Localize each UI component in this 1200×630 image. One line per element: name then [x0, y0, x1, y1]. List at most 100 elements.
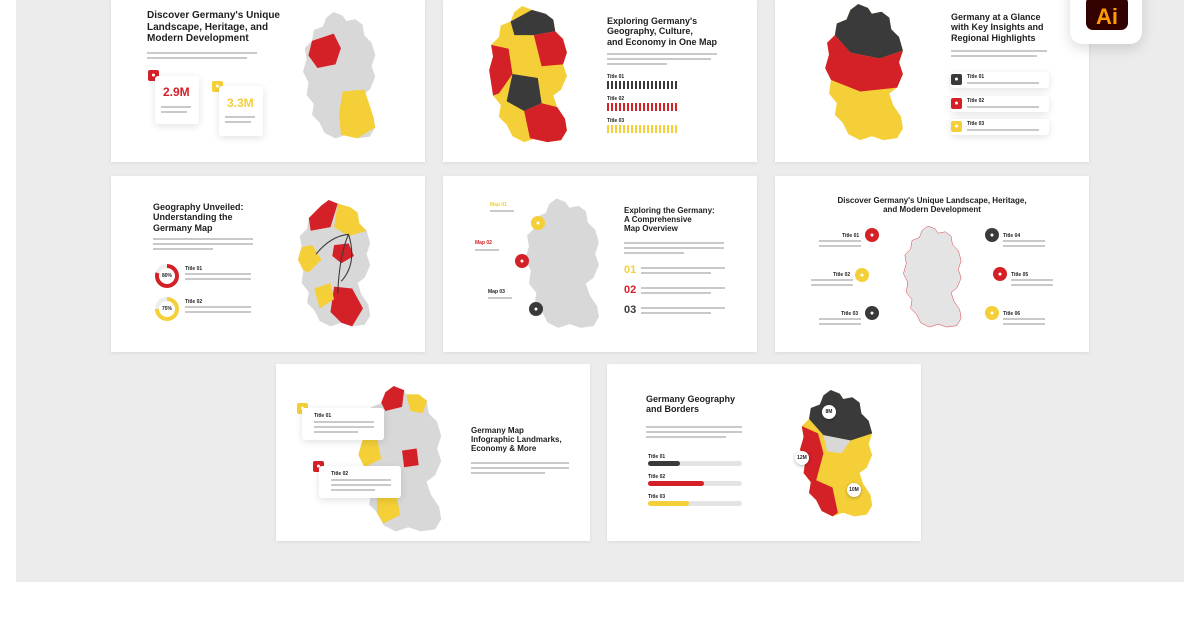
slide-title-line: Infographic Landmarks, [471, 435, 562, 445]
stat-card: 2.9M [155, 76, 199, 124]
progress-ticks [607, 125, 679, 133]
slide-title-line: Exploring the Germany: [624, 206, 715, 215]
item-title: Title 03 [841, 311, 859, 317]
value-pin: 10M [847, 483, 861, 497]
germany-map [524, 198, 600, 329]
slide-title-line: Germany Geography [646, 394, 736, 404]
item-title: Title 03 [967, 121, 985, 127]
slide-title-line: Map Overview [624, 224, 678, 234]
progress-track [648, 481, 742, 486]
percent-ring: 80% [155, 264, 179, 288]
slide-title-line: Modern Development [147, 33, 249, 44]
slide-title-line: Regional Highlights [951, 32, 1036, 43]
slide-title-line: Germany Map [153, 222, 213, 233]
slide-title-line: Understanding the [153, 212, 233, 223]
slide-5[interactable]: Map 01 Map 02 Map 03 ● ● ● Exploring the… [443, 176, 757, 352]
info-row: ● Title 01 [951, 72, 1049, 88]
search-icon: ● [985, 228, 999, 242]
item-title: Title 01 [648, 454, 666, 460]
percent-value: 75% [159, 301, 175, 317]
step-number: 02 [624, 284, 637, 296]
item-title: Title 02 [967, 98, 985, 104]
map-pin-icon: ● [531, 216, 545, 230]
item-title: Title 04 [1003, 233, 1021, 239]
progress-ticks [607, 81, 679, 89]
lock-icon: ● [865, 306, 879, 320]
germany-map [825, 4, 903, 141]
step-number: 03 [624, 304, 637, 316]
illustrator-icon: Ai [1086, 0, 1128, 30]
illustrator-badge: Ai [1070, 0, 1142, 44]
stat-card: 3.3M [219, 86, 263, 136]
stat-value: 3.3M [227, 96, 254, 110]
info-row: ● Title 03 [951, 119, 1049, 135]
slide-title-line: Germany Map [471, 426, 524, 435]
body-text [147, 52, 257, 54]
slide-title-line: Geography, Culture, [607, 26, 693, 37]
germany-map [489, 6, 567, 143]
item-title: Title 02 [607, 96, 625, 102]
slide-2[interactable]: Exploring Germany's Geography, Culture, … [443, 0, 757, 162]
share-icon: ● [993, 267, 1007, 281]
info-card: Title 02 [319, 466, 401, 498]
slide-title-line: and Economy in One Map [607, 36, 718, 47]
item-title: Title 02 [331, 471, 349, 477]
badge-label: Ai [1096, 4, 1118, 29]
progress-track [648, 461, 742, 466]
germany-map [903, 226, 962, 328]
slide-7[interactable]: ● Title 01 ● Title 02 Germany Map Infogr… [276, 364, 590, 541]
slide-1[interactable]: Discover Germany's Unique Landscape, Her… [111, 0, 425, 162]
info-row: ● Title 02 [951, 96, 1049, 112]
percent-value: 80% [159, 268, 175, 284]
map-pin-icon: ● [515, 254, 529, 268]
item-title: Title 02 [648, 474, 666, 480]
slide-3[interactable]: Germany at a Glance with Key Insights an… [775, 0, 1089, 162]
slide-title-line: Exploring Germany's [607, 16, 698, 26]
building-icon: ● [313, 461, 324, 472]
slide-4[interactable]: Geography Unveiled: Understanding the Ge… [111, 176, 425, 352]
germany-map [302, 12, 376, 139]
slide-title-line: Discover Germany's Unique Landscape, Her… [837, 196, 1027, 205]
value-pin: 8M [822, 405, 836, 419]
progress-ticks [607, 103, 679, 111]
germany-map [297, 200, 371, 327]
stat-value: 2.9M [163, 85, 190, 99]
slide-title-line: and Modern Development [883, 205, 981, 215]
map-pin-icon: ● [529, 302, 543, 316]
item-title: Title 05 [1011, 272, 1029, 278]
item-title: Title 02 [833, 272, 851, 278]
item-title: Title 01 [185, 266, 203, 272]
item-title: Title 01 [842, 233, 860, 239]
item-title: Title 03 [607, 118, 625, 124]
slide-8[interactable]: Germany Geography and Borders Title 01 T… [607, 364, 921, 541]
item-title: Title 01 [607, 74, 625, 80]
slide-title-line: Germany at a Glance [951, 12, 1041, 22]
slide-title-line: Geography Unveiled: [153, 202, 244, 212]
item-title: Title 03 [648, 494, 666, 500]
item-title: Title 06 [1003, 311, 1021, 317]
sun-icon: ● [985, 306, 999, 320]
map-label: Map 02 [475, 240, 492, 246]
slide-title-line: with Key Insights and [951, 22, 1044, 33]
slide-title-line: and Borders [646, 404, 700, 415]
germany-map [799, 390, 873, 517]
pin-icon: ● [951, 98, 962, 109]
slide-title-line: Economy & More [471, 444, 537, 454]
pin-icon: ● [951, 121, 962, 132]
pin-icon: ● [951, 74, 962, 85]
item-title: Title 02 [185, 299, 203, 305]
progress-track [648, 501, 742, 506]
item-title: Title 01 [967, 74, 985, 80]
user-icon: ● [148, 70, 159, 81]
eye-icon: ● [855, 268, 869, 282]
slide-6[interactable]: Discover Germany's Unique Landscape, Her… [775, 176, 1089, 352]
step-number: 01 [624, 264, 637, 276]
map-label: Map 03 [488, 289, 505, 295]
slide-title-line: Landscape, Heritage, and [147, 21, 269, 33]
pin-icon: ● [865, 228, 879, 242]
map-label: Map 01 [490, 202, 507, 208]
body-text [147, 57, 247, 59]
info-card: Title 01 [302, 408, 384, 440]
slide-title-line: Discover Germany's Unique [147, 10, 280, 21]
percent-ring: 75% [155, 297, 179, 321]
